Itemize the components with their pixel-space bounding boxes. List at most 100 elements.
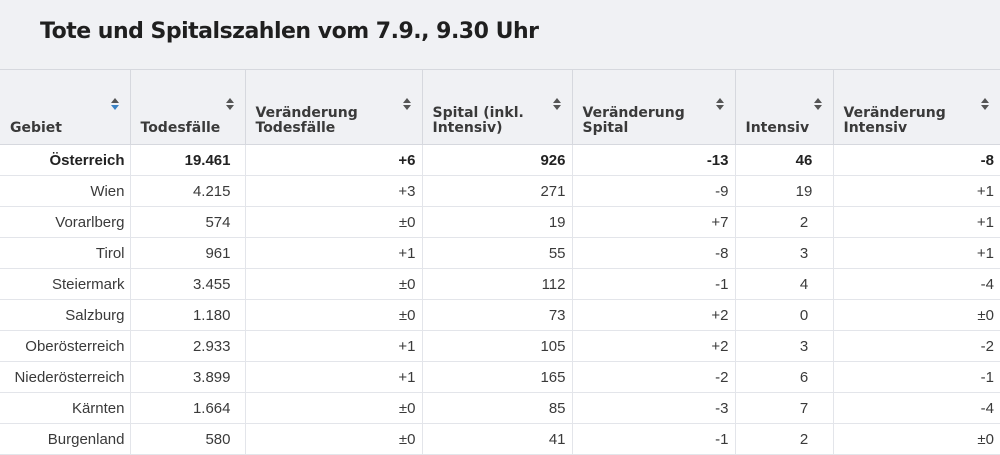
table-cell-veraenderung-intensiv: +1 xyxy=(833,176,1000,207)
table-cell-todesfaelle: 574 xyxy=(130,207,245,238)
table-cell-spital: 41 xyxy=(422,424,572,455)
table-cell-veraenderung-spital: -1 xyxy=(572,424,735,455)
table-cell-gebiet: Oberösterreich xyxy=(0,331,130,362)
table-cell-intensiv: 3 xyxy=(735,331,833,362)
column-header-label: Todesfälle xyxy=(141,121,245,136)
column-header-todesfaelle[interactable]: Todesfälle xyxy=(130,70,245,145)
table-cell-veraenderung-intensiv: +1 xyxy=(833,238,1000,269)
table-cell-veraenderung-intensiv: -1 xyxy=(833,362,1000,393)
table-cell-spital: 85 xyxy=(422,393,572,424)
table-cell-gebiet: Niederösterreich xyxy=(0,362,130,393)
column-header-label: Intensiv xyxy=(746,121,833,136)
column-header-veraenderung-todesfaelle[interactable]: Veränderung Todesfälle xyxy=(245,70,422,145)
column-header-label: Gebiet xyxy=(10,121,130,136)
table-cell-gebiet: Kärnten xyxy=(0,393,130,424)
table-cell-veraenderung-todesfaelle: +1 xyxy=(245,362,422,393)
table-cell-spital: 112 xyxy=(422,269,572,300)
table-cell-spital: 73 xyxy=(422,300,572,331)
table-cell-veraenderung-spital: -13 xyxy=(572,145,735,176)
table-cell-veraenderung-todesfaelle: ±0 xyxy=(245,393,422,424)
table-cell-intensiv: 6 xyxy=(735,362,833,393)
column-header-gebiet[interactable]: Gebiet xyxy=(0,70,130,145)
table-cell-veraenderung-spital: -8 xyxy=(572,238,735,269)
sort-up-arrow xyxy=(111,98,119,103)
table-cell-spital: 105 xyxy=(422,331,572,362)
table-cell-veraenderung-todesfaelle: ±0 xyxy=(245,300,422,331)
table-cell-spital: 271 xyxy=(422,176,572,207)
table-cell-spital: 165 xyxy=(422,362,572,393)
column-header-veraenderung-intensiv[interactable]: Veränderung Intensiv xyxy=(833,70,1000,145)
table-cell-veraenderung-todesfaelle: +1 xyxy=(245,331,422,362)
table-cell-spital: 926 xyxy=(422,145,572,176)
sort-arrows-icon[interactable] xyxy=(552,97,562,111)
sort-arrows-icon[interactable] xyxy=(110,97,120,111)
table-cell-veraenderung-todesfaelle: ±0 xyxy=(245,424,422,455)
table-cell-veraenderung-todesfaelle: ±0 xyxy=(245,207,422,238)
table-cell-todesfaelle: 580 xyxy=(130,424,245,455)
table-cell-veraenderung-intensiv: -4 xyxy=(833,269,1000,300)
table-cell-veraenderung-spital: -3 xyxy=(572,393,735,424)
table-cell-veraenderung-spital: +2 xyxy=(572,331,735,362)
sort-up-arrow xyxy=(716,98,724,103)
table-cell-intensiv: 2 xyxy=(735,424,833,455)
table-cell-veraenderung-spital: +2 xyxy=(572,300,735,331)
table-cell-intensiv: 0 xyxy=(735,300,833,331)
table-cell-todesfaelle: 1.664 xyxy=(130,393,245,424)
table-cell-spital: 55 xyxy=(422,238,572,269)
table-cell-veraenderung-spital: -1 xyxy=(572,269,735,300)
column-header-intensiv[interactable]: Intensiv xyxy=(735,70,833,145)
table-cell-veraenderung-todesfaelle: +3 xyxy=(245,176,422,207)
column-header-veraenderung-spital[interactable]: Veränderung Spital xyxy=(572,70,735,145)
table-cell-todesfaelle: 3.455 xyxy=(130,269,245,300)
sort-down-arrow xyxy=(981,105,989,110)
column-header-label: Veränderung Todesfälle xyxy=(256,106,422,136)
table-cell-gebiet: Steiermark xyxy=(0,269,130,300)
table-cell-gebiet: Burgenland xyxy=(0,424,130,455)
table-cell-veraenderung-intensiv: -8 xyxy=(833,145,1000,176)
table-cell-intensiv: 3 xyxy=(735,238,833,269)
sort-up-arrow xyxy=(553,98,561,103)
sort-down-arrow xyxy=(814,105,822,110)
table-cell-veraenderung-intensiv: ±0 xyxy=(833,424,1000,455)
sort-arrows-icon[interactable] xyxy=(813,97,823,111)
sort-down-arrow xyxy=(716,105,724,110)
sort-down-arrow xyxy=(403,105,411,110)
table-cell-gebiet: Salzburg xyxy=(0,300,130,331)
table-cell-intensiv: 46 xyxy=(735,145,833,176)
sort-arrows-icon[interactable] xyxy=(402,97,412,111)
table-cell-veraenderung-todesfaelle: ±0 xyxy=(245,269,422,300)
column-header-label: Veränderung Intensiv xyxy=(844,106,1000,136)
sort-up-arrow xyxy=(403,98,411,103)
table-cell-intensiv: 7 xyxy=(735,393,833,424)
table-cell-intensiv: 2 xyxy=(735,207,833,238)
table-cell-veraenderung-intensiv: +1 xyxy=(833,207,1000,238)
table-cell-gebiet: Tirol xyxy=(0,238,130,269)
table-cell-veraenderung-spital: +7 xyxy=(572,207,735,238)
sort-arrows-icon[interactable] xyxy=(980,97,990,111)
column-header-spital[interactable]: Spital (inkl. Intensiv) xyxy=(422,70,572,145)
sort-up-arrow xyxy=(814,98,822,103)
page-header: Tote und Spitalszahlen vom 7.9., 9.30 Uh… xyxy=(0,0,1000,69)
table-cell-todesfaelle: 19.461 xyxy=(130,145,245,176)
table-cell-gebiet: Vorarlberg xyxy=(0,207,130,238)
table-cell-todesfaelle: 4.215 xyxy=(130,176,245,207)
table-cell-veraenderung-intensiv: ±0 xyxy=(833,300,1000,331)
sort-arrows-icon[interactable] xyxy=(715,97,725,111)
sort-down-arrow xyxy=(226,105,234,110)
sort-arrows-icon[interactable] xyxy=(225,97,235,111)
table-cell-spital: 19 xyxy=(422,207,572,238)
table-cell-todesfaelle: 961 xyxy=(130,238,245,269)
table-cell-veraenderung-todesfaelle: +6 xyxy=(245,145,422,176)
sort-up-arrow xyxy=(226,98,234,103)
